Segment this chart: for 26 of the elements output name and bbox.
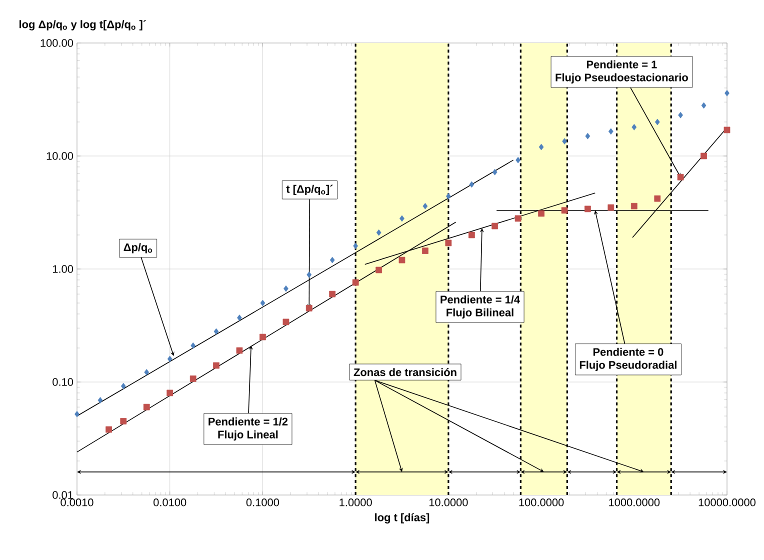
annotation: Flujo Bilineal: [446, 308, 514, 319]
annotation: Flujo Pseudoestacionario: [556, 73, 688, 84]
x-tick-label: 1.0000: [340, 498, 372, 506]
annotation: t [Δp/q$_{o}$]´: [286, 184, 333, 196]
annotation: Flujo Pseudoradial: [580, 360, 676, 371]
y-tick-label: 100.00: [40, 39, 74, 47]
x-tick-label: 0.1000: [246, 498, 280, 506]
y-tick-label: 1.00: [52, 265, 74, 273]
y-tick-label: 10.00: [46, 152, 74, 160]
y-axis-title: log Δp/q$_{o}$ y log t[Δp/q$_{o}$ ]´: [20, 20, 146, 30]
x-tick-label: 10.0000: [429, 498, 468, 506]
annotation: Pendiente = 1/2: [208, 417, 288, 426]
y-tick-label: 0.10: [52, 378, 74, 386]
x-tick-label: 0.0010: [60, 498, 94, 506]
annotation: Δp/q$_{o}$: [124, 243, 152, 254]
x-tick-label: 100.0000: [519, 498, 564, 506]
x-tick-label: 0.0100: [154, 498, 186, 506]
x-axis-title: log t [días]: [375, 513, 430, 524]
annotation: Pendiente = 1: [586, 60, 657, 68]
annotation: Pendiente = 1/4: [440, 295, 520, 304]
annotation: Flujo Lineal: [218, 430, 278, 441]
annotation: Zonas de transición: [354, 368, 456, 376]
x-tick-label: 1000.0000: [609, 498, 660, 506]
x-tick-label: 10000.0000: [698, 498, 756, 506]
y-tick-label: 0.01: [52, 491, 73, 499]
annotation: Pendiente = 0: [593, 348, 664, 356]
